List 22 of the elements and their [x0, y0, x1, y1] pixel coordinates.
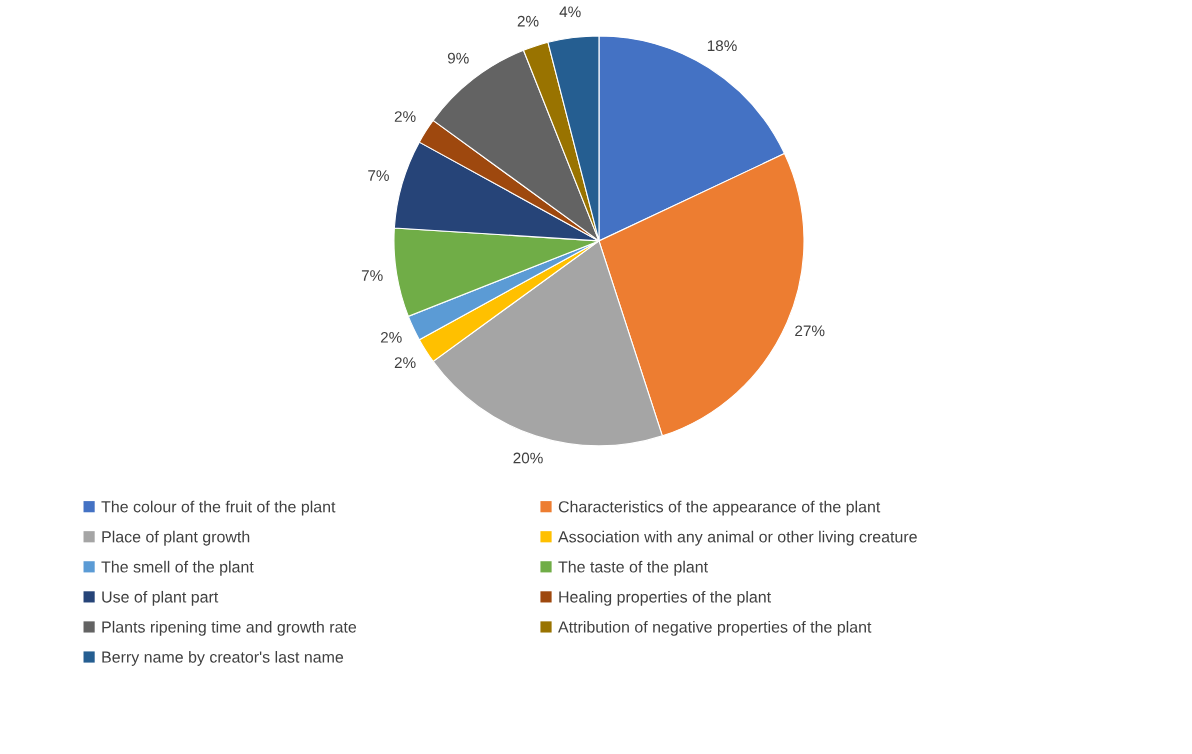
legend-label: Berry name by creator's last name: [102, 651, 344, 666]
legend-label: The smell of the plant: [101, 560, 254, 576]
data-label: 20%: [513, 452, 543, 464]
data-label: 7%: [361, 270, 383, 281]
data-label: 4%: [559, 6, 581, 18]
legend-label: Association with any animal or other living creature: [558, 530, 917, 546]
data-label: 27%: [795, 325, 825, 337]
legend-label: The colour of the fruit of the plant: [101, 500, 336, 516]
legend-label: The taste of the plant: [558, 560, 708, 576]
data-label: 2%: [517, 15, 539, 27]
data-label: 18%: [707, 40, 737, 52]
legend-label: Place of plant growth: [102, 530, 250, 546]
legend-label: Healing properties of the plant: [559, 590, 771, 606]
legend-label: Use of plant part: [102, 590, 219, 606]
data-label: 2%: [380, 331, 402, 343]
data-label: 2%: [394, 357, 416, 368]
data-label: 9%: [447, 52, 469, 64]
legend-label: Attribution of negative properties of the plant: [558, 620, 872, 636]
legend-label: Plants ripening time and growth rate: [102, 620, 357, 636]
legend-label: Characteristics of the appearance of the plant: [558, 500, 881, 516]
data-label: 2%: [394, 111, 416, 122]
data-label: 7%: [368, 170, 389, 181]
